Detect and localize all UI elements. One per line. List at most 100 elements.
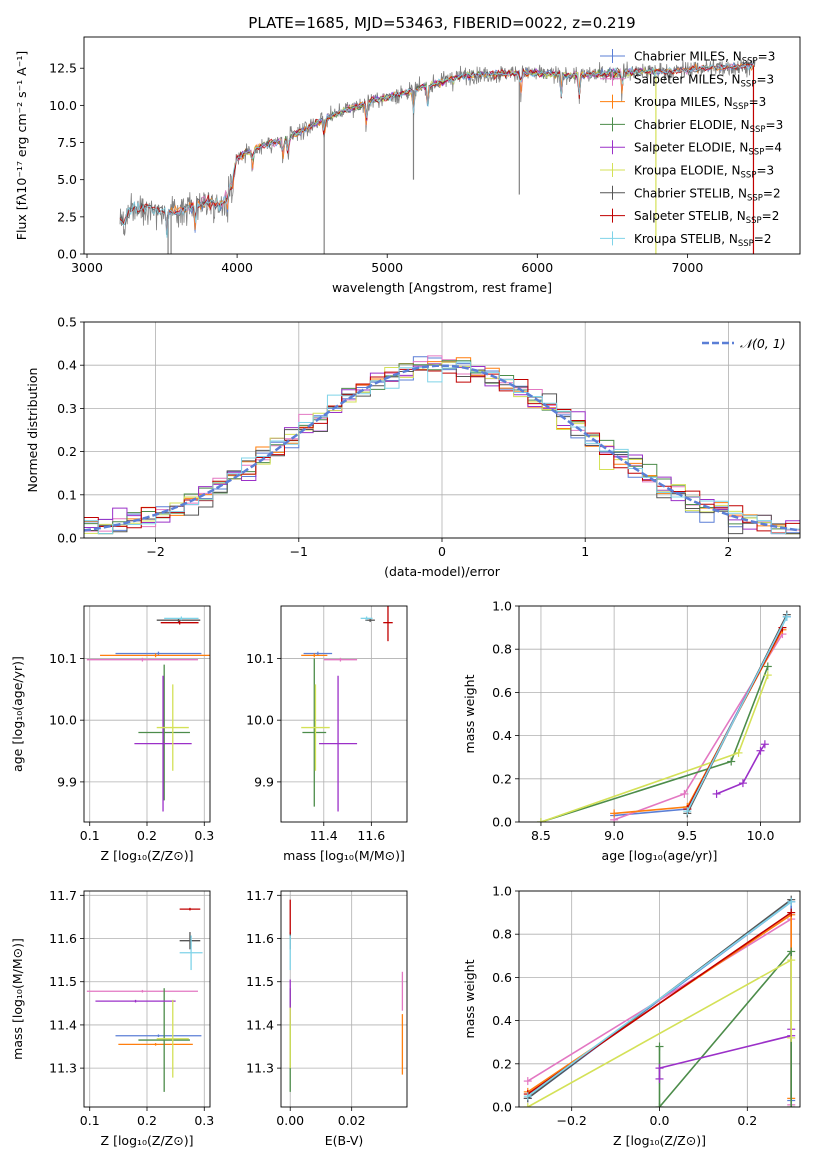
y-tick-label: 0.2: [492, 1056, 512, 1071]
chart-title: PLATE=1685, MJD=53463, FIBERID=0022, z=0…: [248, 14, 635, 32]
y-axis-label: mass weight: [462, 674, 477, 753]
y-tick-label: 0.0: [492, 1100, 512, 1115]
spectrum-legend: Chabrier MILES, NSSP=3 Salpeter MILES, NS…: [600, 49, 783, 249]
y-tick-label: 0.2: [492, 771, 512, 786]
x-tick-label: −1: [290, 544, 308, 559]
legend-label: Chabrier MILES, NSSP=3: [634, 50, 775, 67]
y-tick-label: 1.0: [492, 884, 512, 899]
legend-label: Salpeter ELODIE, NSSP=4: [634, 141, 782, 158]
errorbars-age_vs_mass: [301, 606, 393, 812]
mass-weight-line: [658, 1029, 793, 1079]
y-tick-label: 12.5: [49, 61, 77, 76]
x-tick-label: 11.4: [310, 828, 338, 843]
model-line: [119, 63, 753, 233]
y-tick-label: 11.3: [246, 1061, 274, 1076]
model-line: [119, 63, 753, 238]
x-axis-label: Z [log₁₀(Z/Z⊙)]: [101, 1133, 194, 1148]
y-tick-label: 0.1: [57, 487, 77, 502]
y-axis-label: mass [log₁₀(M/M⊙)]: [10, 938, 25, 1060]
y-tick-label: 0.3: [57, 401, 77, 416]
y-tick-label: 5.0: [57, 172, 77, 187]
axes-mass_vs_ebv: [277, 891, 407, 1111]
mass-weight-line: [540, 674, 769, 822]
axes-age_vs_Z: [80, 606, 210, 826]
x-axis-label: mass [log₁₀(M/M⊙)]: [283, 848, 405, 863]
mw_vs_age-frame: [518, 605, 801, 823]
x-tick-label: 0.1: [80, 828, 100, 843]
errorbars-age_vs_Z: [86, 616, 210, 812]
gaussian-curve: [84, 364, 798, 532]
age_vs_mass-frame: [280, 605, 408, 823]
spectrum-plot: [119, 57, 756, 254]
y-tick-label: 10.0: [49, 98, 77, 113]
y-tick-label: 0.4: [492, 728, 512, 743]
x-tick-label: 7000: [672, 260, 704, 275]
y-tick-label: 2.5: [57, 209, 77, 224]
y-tick-label: 9.9: [57, 774, 77, 789]
lines-mw_vs_age: [536, 610, 791, 822]
y-tick-label: 0.8: [492, 927, 512, 942]
y-tick-label: 10.0: [246, 713, 274, 728]
mass-weight-line: [614, 629, 784, 815]
y-tick-label: 10.1: [49, 651, 77, 666]
legend-label: Salpeter STELIB, NSSP=2: [634, 209, 779, 226]
x-axis-label: Z [log₁₀(Z/Z⊙)]: [613, 1133, 706, 1148]
y-tick-label: 7.5: [57, 135, 77, 150]
y-tick-label: 0.6: [492, 685, 512, 700]
mass-weight-line: [716, 743, 766, 795]
x-axis-label: (data-model)/error: [384, 564, 501, 579]
axes-mw_vs_age: [515, 605, 800, 826]
x-tick-label: 10.0: [747, 828, 775, 843]
x-tick-label: 0: [438, 544, 446, 559]
axes-spectrum: [80, 67, 688, 258]
x-tick-label: 0.2: [737, 1113, 757, 1128]
mass_vs_ebv-frame: [280, 890, 408, 1108]
y-tick-label: 11.3: [49, 1061, 77, 1076]
x-tick-label: 0.0: [650, 1113, 670, 1128]
x-tick-label: 11.6: [357, 828, 385, 843]
y-axis-label: mass weight: [462, 959, 477, 1038]
mass-weight-line: [686, 616, 788, 812]
y-tick-label: 11.6: [246, 931, 274, 946]
errorbars-mass_vs_Z: [86, 907, 203, 1092]
x-tick-label: 6000: [521, 260, 553, 275]
spectrum-frame: [83, 36, 801, 255]
y-tick-label: 0.0: [492, 815, 512, 830]
x-tick-label: 8.5: [531, 828, 551, 843]
y-axis-label: Flux [fλ10⁻¹⁷ erg cm⁻² s⁻¹ A⁻¹]: [14, 51, 29, 240]
lines-mw_vs_Z: [523, 895, 796, 1107]
y-tick-label: 0.6: [492, 970, 512, 985]
x-tick-label: 5000: [371, 260, 403, 275]
y-tick-label: 11.6: [49, 931, 77, 946]
y-tick-label: 9.9: [254, 774, 274, 789]
y-tick-label: 0.0: [57, 247, 77, 262]
y-tick-label: 0.0: [57, 531, 77, 546]
axes-age_vs_mass: [277, 606, 407, 826]
x-axis-label: wavelength [Angstrom, rest frame]: [332, 280, 552, 295]
x-tick-label: 0.2: [137, 1113, 157, 1128]
x-tick-label: 1: [581, 544, 589, 559]
x-tick-label: 3000: [71, 260, 103, 275]
residuals-frame: [83, 321, 801, 539]
y-axis-label: Normed distribution: [25, 368, 40, 493]
y-tick-label: 11.4: [246, 1017, 274, 1032]
x-tick-label: 4000: [221, 260, 253, 275]
axes-mass_vs_Z: [80, 891, 210, 1111]
axes-residuals: [80, 321, 800, 542]
legend-label: Salpeter MILES, NSSP=3: [634, 72, 774, 89]
x-tick-label: 0.2: [137, 828, 157, 843]
x-tick-label: 9.5: [677, 828, 697, 843]
y-tick-label: 0.4: [57, 358, 77, 373]
y-tick-label: 11.7: [49, 888, 77, 903]
mass-weight-line: [540, 666, 769, 822]
y-tick-label: 0.4: [492, 1013, 512, 1028]
mw_vs_Z-frame: [518, 890, 801, 1108]
legend-label: Kroupa ELODIE, NSSP=3: [634, 164, 774, 181]
y-tick-label: 1.0: [492, 599, 512, 614]
y-tick-label: 0.2: [57, 444, 77, 459]
x-tick-label: −0.2: [557, 1113, 587, 1128]
x-tick-label: 0.1: [80, 1113, 100, 1128]
y-tick-label: 0.5: [57, 315, 77, 330]
residual-histograms: [84, 355, 800, 535]
